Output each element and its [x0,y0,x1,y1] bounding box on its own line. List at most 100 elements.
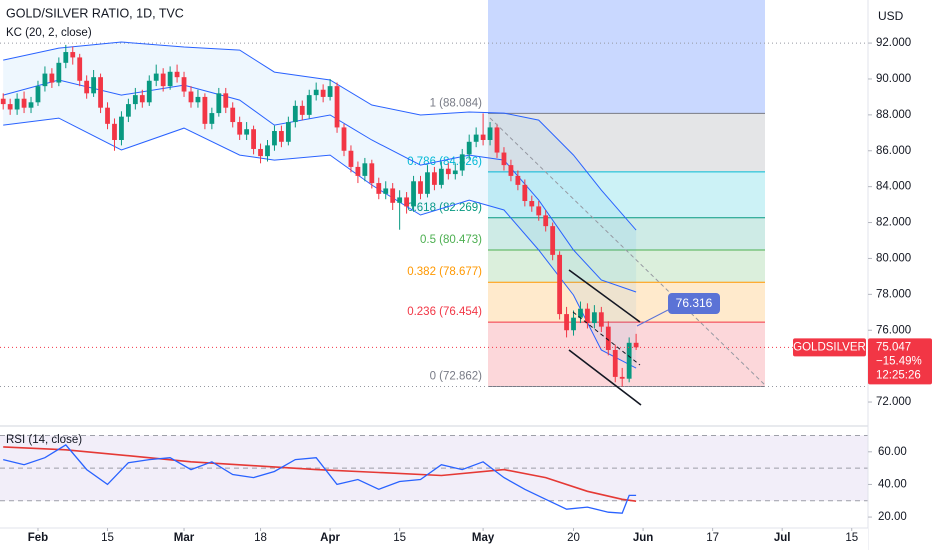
candle-body [223,93,229,108]
rsi-line [3,444,637,514]
candle-body [167,71,173,87]
candle-body [265,145,270,157]
candle-body [188,91,194,103]
channel-lower [568,349,642,406]
candle-body [362,163,368,176]
candle-body [390,188,396,203]
candle-body [585,308,590,324]
candle-body [334,86,340,128]
candle-body [244,129,250,135]
candle-body [591,312,597,324]
fib-label: 0 (72.862) [430,371,483,383]
currency: USD [878,9,904,23]
y-tick-label: 78.000 [876,288,911,300]
fib-zone [488,322,765,387]
fib-label: 0.382 (78.677) [407,266,482,278]
kc-upper [3,41,637,231]
candle-body [91,77,97,94]
candle-body [258,148,263,157]
candle-body [633,342,639,348]
candle-body [376,183,382,194]
rsi-ma [3,446,637,502]
channel-middle [572,311,641,366]
candle-body [432,172,437,185]
candle-body [0,98,6,105]
candle-body [404,197,409,207]
candle-body [272,131,277,146]
candle-body [63,52,69,63]
symbol-label: GOLDSILVER [793,341,866,353]
candle-body [160,73,166,87]
x-tick-label: 15 [845,532,858,544]
candle-body [480,134,486,140]
candle-body [279,131,284,142]
candle-body [425,172,430,194]
candle-body [452,170,458,175]
candle-body [411,181,416,207]
candle-body [438,168,444,185]
candle-body [466,141,472,155]
candle-body [125,104,131,117]
candle-body [550,226,556,255]
candle-body [14,98,20,110]
candle-body [146,80,152,103]
candle-body [237,122,243,135]
candle-body [202,96,208,124]
candle-body [571,317,576,331]
fib-label: 1 (88.084) [430,97,483,109]
candle-body [529,201,535,207]
candle-body [494,127,500,153]
candle-body [21,98,27,108]
y-tick-label: 90.000 [876,73,911,85]
candle-body [348,150,354,167]
candle-body [598,312,604,327]
candle-body [369,163,375,184]
candle-body [7,104,13,110]
candle-body [56,62,62,83]
candle-body [605,326,611,350]
candle-body [98,77,103,108]
candle-body [195,96,201,103]
trend-line [489,117,766,386]
y-tick-label: 80.000 [876,252,911,264]
y-tick-label: 92.000 [876,37,911,49]
callout-pointer [636,309,669,327]
candle-body [508,165,514,176]
candle-body [327,86,333,97]
candle-body [313,89,319,96]
candle-body [564,314,569,331]
candle-body [181,77,187,92]
last-price-label: 75.047 [876,341,911,353]
candle-body [383,188,389,194]
candle-body [28,102,34,108]
candle-body [626,342,632,379]
fib-upper-zone [488,0,765,114]
candle-body [473,134,479,142]
candle-body [105,107,110,124]
x-tick-label: Apr [320,532,340,544]
symbol-badge [793,338,866,357]
x-tick-label: 15 [393,532,406,544]
candle-body [77,57,83,81]
channel-upper [568,269,641,323]
y-tick-label: 76.000 [876,324,911,336]
rsi-tick-label: 40.00 [878,478,907,490]
candle-body [501,152,507,166]
countdown-label: 12:25:26 [876,369,921,381]
change-label: −15.49% [876,355,922,367]
candle-body [320,89,326,97]
candle-body [174,71,180,78]
candle-body [299,105,305,115]
candle-body [522,184,528,202]
axis-layer: 92.000 90.000 88.000 86.000 84.000 82.000 80.0… [28,37,932,544]
price-badge [868,338,932,385]
candle-body [49,73,55,83]
callout-box [668,293,720,314]
candle-body [84,80,90,94]
candle-body [139,95,145,103]
candle-body [612,349,618,377]
candle-body [543,215,549,227]
candle-body [35,86,41,103]
y-tick-label: 86.000 [876,145,911,157]
